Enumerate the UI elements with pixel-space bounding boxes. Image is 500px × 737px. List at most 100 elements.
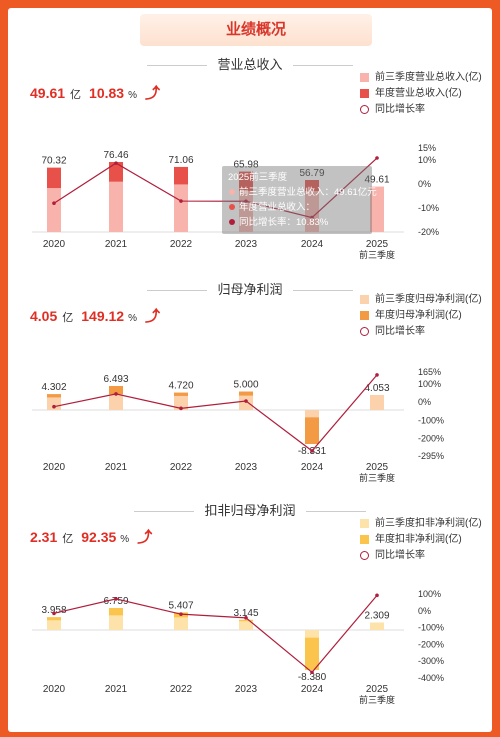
title-divider (134, 511, 195, 513)
y2-tick-label: 165% (418, 367, 441, 377)
data-label: 3.958 (41, 605, 66, 616)
x-tick-label: 2020 (43, 684, 66, 695)
kpi-pct: % (120, 534, 130, 545)
legend-item: 前三季度归母净利润(亿) (360, 292, 482, 308)
legend-label: 前三季度营业总收入(亿) (375, 72, 482, 83)
growth-line (53, 374, 378, 452)
annual-bar (305, 630, 319, 670)
legend-item: 年度营业总收入(亿) (360, 86, 482, 102)
data-label: 2.309 (364, 610, 389, 621)
q3-bar (109, 615, 123, 630)
y2-tick-label: 10% (418, 155, 436, 165)
title-divider (147, 290, 208, 292)
q3-bar (47, 397, 61, 410)
y2-tick-label: -200% (418, 639, 444, 649)
x-tick-label: 2023 (235, 462, 258, 473)
growth-point (375, 156, 379, 160)
legend-item: 同比增长率 (360, 102, 482, 118)
tooltip-marker (229, 189, 235, 195)
legend-circle-icon (360, 104, 369, 114)
kpi-growth: 10.83 (89, 85, 125, 101)
data-label: 4.720 (168, 381, 193, 392)
x-tick-label: 前三季度 (359, 472, 395, 483)
growth-line (53, 594, 378, 674)
q3-bar (174, 184, 188, 232)
tooltip-box (222, 166, 372, 234)
legend-item: 年度归母净利润(亿) (360, 308, 482, 324)
legend-circle-icon (360, 550, 369, 560)
y2-tick-label: -100% (418, 415, 444, 425)
q3-bar (370, 622, 384, 630)
y2-tick-label: 100% (418, 379, 441, 389)
q3-bar (47, 620, 61, 630)
q3-bar (174, 617, 188, 630)
annual-bar (305, 410, 319, 444)
q3-bar (109, 394, 123, 410)
growth-point (114, 597, 118, 601)
tooltip-row: 前三季度营业总收入：49.61亿元 (239, 186, 377, 198)
legend: 前三季度营业总收入(亿) 年度营业总收入(亿) 同比增长率 (360, 70, 482, 118)
growth-point (179, 406, 183, 411)
title-divider (292, 290, 353, 292)
data-label: 65.98 (233, 160, 258, 171)
data-label: 56.79 (299, 168, 324, 179)
kpi-unit: 亿 (62, 312, 74, 324)
content-card: 业绩概况 营业总收入 49.61 亿 10.83% ⤴ 前三季度营业总收入(亿) 年度… (8, 8, 492, 732)
x-tick-label: 2022 (170, 684, 193, 695)
net-profit-chart: 4.30220206.49320214.72020225.0002023-8.3… (32, 367, 444, 483)
x-tick-label: 2021 (105, 239, 128, 250)
section-title: 扣非归母净利润 (8, 500, 492, 519)
legend-label: 前三季度归母净利润(亿) (375, 294, 482, 305)
section-title-text: 营业总收入 (217, 57, 283, 72)
legend-label: 年度归母净利润(亿) (375, 310, 462, 321)
legend-item: 年度扣非净利润(亿) (360, 532, 482, 548)
up-arrow-icon: ⤴ (137, 529, 153, 546)
legend-item: 同比增长率 (360, 324, 482, 340)
data-label: 5.000 (233, 380, 258, 391)
data-label: 4.302 (41, 382, 66, 393)
kpi-unit: 亿 (70, 89, 82, 101)
q3-bar (305, 630, 319, 638)
growth-point (52, 201, 56, 205)
q3-bar (305, 410, 319, 418)
q3-bar (239, 621, 253, 630)
legend-label: 同比增长率 (375, 550, 425, 561)
x-tick-label: 2023 (235, 239, 258, 250)
legend-item: 前三季度营业总收入(亿) (360, 70, 482, 86)
legend-label: 前三季度扣非净利润(亿) (375, 518, 482, 529)
growth-point (244, 199, 248, 204)
growth-point (114, 392, 118, 396)
kpi-value: 2.31 (30, 529, 58, 545)
y2-tick-label: 0% (418, 179, 431, 189)
x-tick-label: 2021 (105, 462, 128, 473)
growth-line (53, 157, 378, 219)
kpi-value: 49.61 (30, 85, 66, 101)
title-divider (147, 65, 208, 67)
q3-bar (370, 395, 384, 410)
revenue-chart: 70.32 2020 76.46 2021 71.06 2022 65.98 2023 56.7… (32, 143, 439, 260)
title-divider (292, 65, 353, 67)
y2-tick-label: -400% (418, 673, 444, 683)
page-title: 业绩概况 (140, 14, 372, 46)
x-tick-label: 2020 (43, 462, 66, 473)
growth-point (310, 215, 314, 220)
legend-item: 前三季度扣非净利润(亿) (360, 516, 482, 532)
y2-tick-label: -20% (418, 227, 439, 237)
kpi-pct: % (128, 313, 137, 324)
kpi-growth: 92.35 (81, 529, 117, 545)
growth-point (114, 161, 118, 165)
x-tick-label: 2024 (301, 239, 324, 250)
y2-tick-label: 0% (418, 606, 431, 616)
kpi-unit: 亿 (62, 533, 74, 545)
growth-point (52, 611, 56, 616)
section-title-text: 扣非归母净利润 (204, 503, 296, 518)
data-label: 3.145 (233, 608, 258, 619)
legend: 前三季度归母净利润(亿) 年度归母净利润(亿) 同比增长率 (360, 292, 482, 340)
legend-swatch (360, 88, 369, 98)
y2-tick-label: 0% (418, 397, 431, 407)
legend: 前三季度扣非净利润(亿) 年度扣非净利润(亿) 同比增长率 (360, 516, 482, 564)
data-label: 76.46 (103, 150, 128, 161)
x-tick-label: 2020 (43, 239, 66, 250)
section-title: 归母净利润 (8, 279, 492, 298)
section-title-text: 归母净利润 (217, 282, 283, 297)
